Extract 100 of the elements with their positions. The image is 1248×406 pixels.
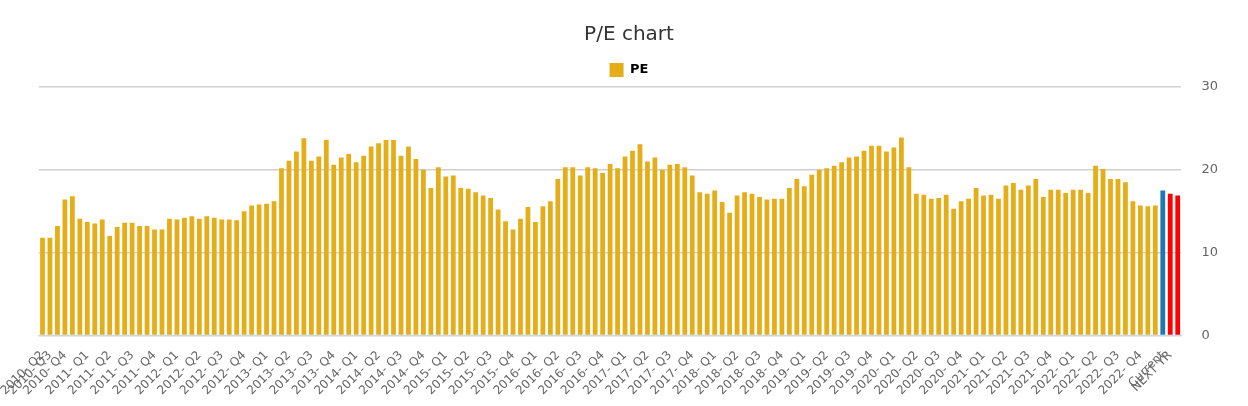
- bar: [772, 198, 777, 335]
- bar: [630, 150, 635, 335]
- bar: [204, 216, 210, 335]
- bar: [316, 156, 322, 335]
- bar: [1160, 190, 1166, 335]
- y-tick-label: 20: [1201, 161, 1218, 177]
- bar: [1025, 185, 1031, 335]
- bar: [719, 202, 725, 335]
- bar: [107, 236, 113, 335]
- bar: [182, 217, 187, 335]
- bar: [816, 169, 822, 335]
- bar: [854, 156, 859, 335]
- bar: [981, 195, 986, 335]
- bar: [323, 139, 329, 335]
- bar: [1152, 205, 1158, 335]
- bar: [600, 173, 606, 335]
- bar: [294, 151, 299, 335]
- bar: [196, 218, 202, 335]
- y-tick-label: 10: [1201, 243, 1218, 259]
- bar: [308, 160, 314, 335]
- bar: [338, 157, 344, 335]
- bar: [264, 203, 269, 335]
- bar: [899, 137, 904, 335]
- bar: [69, 196, 75, 335]
- bar: [1063, 192, 1069, 335]
- bar: [465, 188, 471, 335]
- bar: [473, 192, 479, 335]
- bar: [727, 212, 732, 335]
- bar: [779, 198, 785, 335]
- bar: [712, 190, 718, 335]
- bar: [503, 221, 508, 335]
- bar: [928, 198, 934, 335]
- bar: [406, 146, 411, 335]
- bar: [435, 167, 441, 335]
- bar: [801, 186, 807, 335]
- bar: [219, 219, 225, 335]
- bar: [645, 161, 650, 335]
- bar: [443, 176, 449, 335]
- bar: [592, 168, 598, 335]
- bar: [279, 168, 284, 335]
- bar: [966, 198, 971, 335]
- bar: [331, 164, 337, 335]
- bar: [704, 193, 710, 335]
- bar: [450, 175, 456, 335]
- bar: [831, 165, 837, 335]
- y-tick-label: 0: [1201, 326, 1210, 342]
- bar: [488, 197, 493, 335]
- bar: [615, 168, 620, 335]
- bar: [421, 169, 426, 335]
- bar: [585, 167, 591, 335]
- bar: [884, 151, 889, 335]
- bar: [921, 194, 927, 335]
- bar: [1033, 178, 1039, 335]
- bar: [55, 226, 60, 335]
- bar: [869, 145, 874, 335]
- y-tick-label: 30: [1201, 78, 1218, 94]
- bar: [824, 168, 830, 335]
- bar: [480, 195, 486, 335]
- bar: [839, 162, 845, 335]
- bar: [1055, 189, 1061, 335]
- bar: [77, 218, 83, 335]
- bar: [137, 226, 142, 335]
- bar: [368, 146, 374, 335]
- bar: [518, 218, 523, 335]
- bar: [943, 194, 949, 335]
- bar: [114, 226, 120, 335]
- bar: [570, 167, 576, 335]
- bar: [1145, 206, 1151, 335]
- bar: [996, 198, 1001, 335]
- bar: [1137, 205, 1143, 335]
- bar: [562, 167, 568, 335]
- bar: [84, 221, 90, 335]
- bar: [757, 197, 762, 335]
- bar: [92, 223, 98, 335]
- bar: [607, 164, 613, 335]
- bar: [1167, 193, 1173, 335]
- bar: [555, 178, 561, 335]
- bar: [361, 155, 367, 335]
- bar: [547, 201, 553, 335]
- bar: [234, 220, 240, 335]
- bar: [129, 222, 135, 335]
- bar: [1040, 197, 1046, 335]
- bar: [667, 164, 673, 335]
- bar: [241, 211, 247, 335]
- bar: [951, 208, 957, 335]
- bar: [40, 237, 45, 335]
- bar: [458, 188, 464, 335]
- bar: [1070, 189, 1076, 335]
- bar: [1108, 178, 1113, 335]
- bar: [152, 229, 157, 335]
- bar: [533, 221, 538, 335]
- bar: [958, 201, 964, 335]
- bar: [697, 192, 703, 335]
- chart-title: P/E chart: [584, 21, 675, 46]
- bar: [353, 162, 359, 335]
- bar: [1011, 183, 1016, 335]
- bar: [226, 219, 232, 335]
- bar: [674, 164, 680, 335]
- bar: [786, 188, 792, 335]
- bar: [189, 216, 195, 335]
